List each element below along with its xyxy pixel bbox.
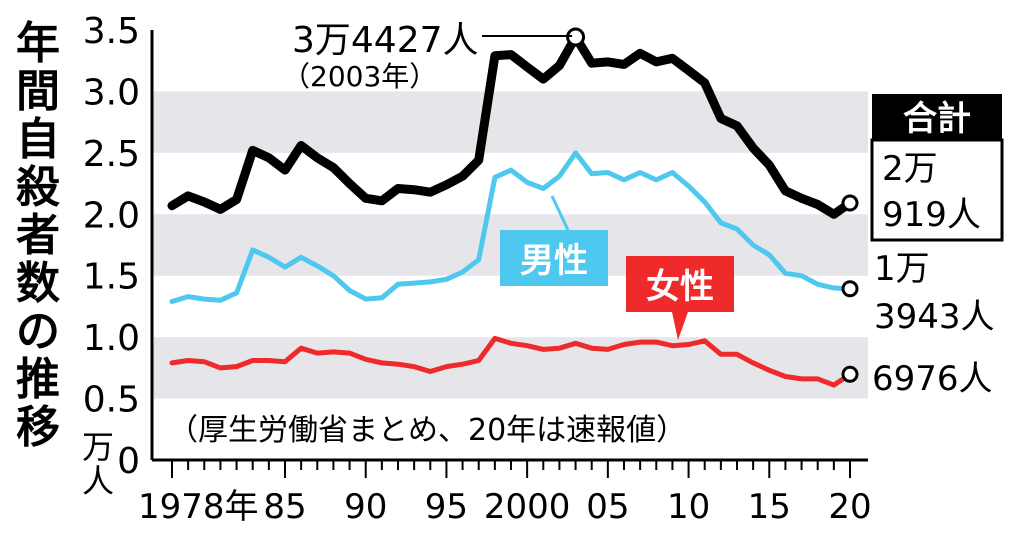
y-tick-label-3: 1.5 [83,257,140,298]
legend-total-box: 合計 2万 919人 [870,94,1004,242]
series-line-1 [169,150,853,304]
title-char-5: 数 [16,258,60,309]
title-char-8: 移 [16,402,60,453]
title-char-3: 殺 [16,162,60,213]
legend-female: 女性 [626,256,734,340]
peak-marker [566,27,586,47]
x-tick-label-2010: 10 [667,487,710,527]
peak-year-label: （2003年） [282,60,437,93]
unit-char-0: 万 [82,428,114,466]
y-tick-label-2: 1.0 [83,318,140,359]
legend-male: 男性 [500,195,608,286]
x-tick-label-1978: 1978年 [138,487,259,527]
shaded-band-0 [152,91,868,153]
peak-value-label: 3万4427人 [292,20,479,61]
female-end-value: 6976人 [872,359,993,399]
series-line-2 [169,335,853,388]
end-marker-0 [841,194,859,212]
x-tick-label-1995: 95 [425,487,468,527]
total-end-value-2: 919人 [882,195,981,235]
series-lines [167,27,859,388]
x-tick-label-1990: 90 [344,487,387,527]
x-tick-label-1985: 85 [263,487,306,527]
x-tick-label-2020: 20 [828,487,871,527]
legend-male-label: 男性 [520,241,588,281]
y-tick-label-5: 2.5 [83,134,140,175]
total-end-value-1: 2万 [882,149,938,189]
x-axis: 1978年 85 90 95 2000 05 10 15 20 [138,458,872,527]
title-char-7: 推 [16,354,60,405]
x-tick-label-2000: 2000 [484,487,571,527]
title-char-1: 間 [16,66,60,117]
title-char-4: 者 [16,210,60,261]
shaded-band-2 [152,337,868,399]
title-char-0: 年 [16,18,60,69]
y-tick-label-7: 3.5 [83,11,140,52]
x-tick-label-2005: 05 [586,487,629,527]
y-tick-label-4: 2.0 [83,195,140,236]
y-unit: 万人 [82,428,114,500]
y-tick-label-6: 3.0 [83,72,140,113]
y-tick-label-1: 0.5 [83,380,140,421]
y-axis: 0 0.5 1.0 1.5 2.0 2.5 3.0 3.5 [83,11,140,482]
legend-female-label: 女性 [646,267,714,307]
legend-total-label: 合計 [903,99,971,139]
title-char-2: 自 [16,114,60,165]
end-marker-1 [841,280,859,298]
unit-char-1: 人 [82,462,114,500]
male-end-value-1: 1万 [874,249,930,289]
source-note: （厚生労働省まとめ、20年は速報値） [168,413,686,448]
title-char-6: の [16,306,60,357]
series-line-0 [167,32,855,219]
male-end-value-2: 3943人 [874,297,995,337]
end-marker-2 [841,365,859,383]
y-tick-label-0: 0 [117,441,140,482]
x-tick-label-2015: 15 [748,487,791,527]
